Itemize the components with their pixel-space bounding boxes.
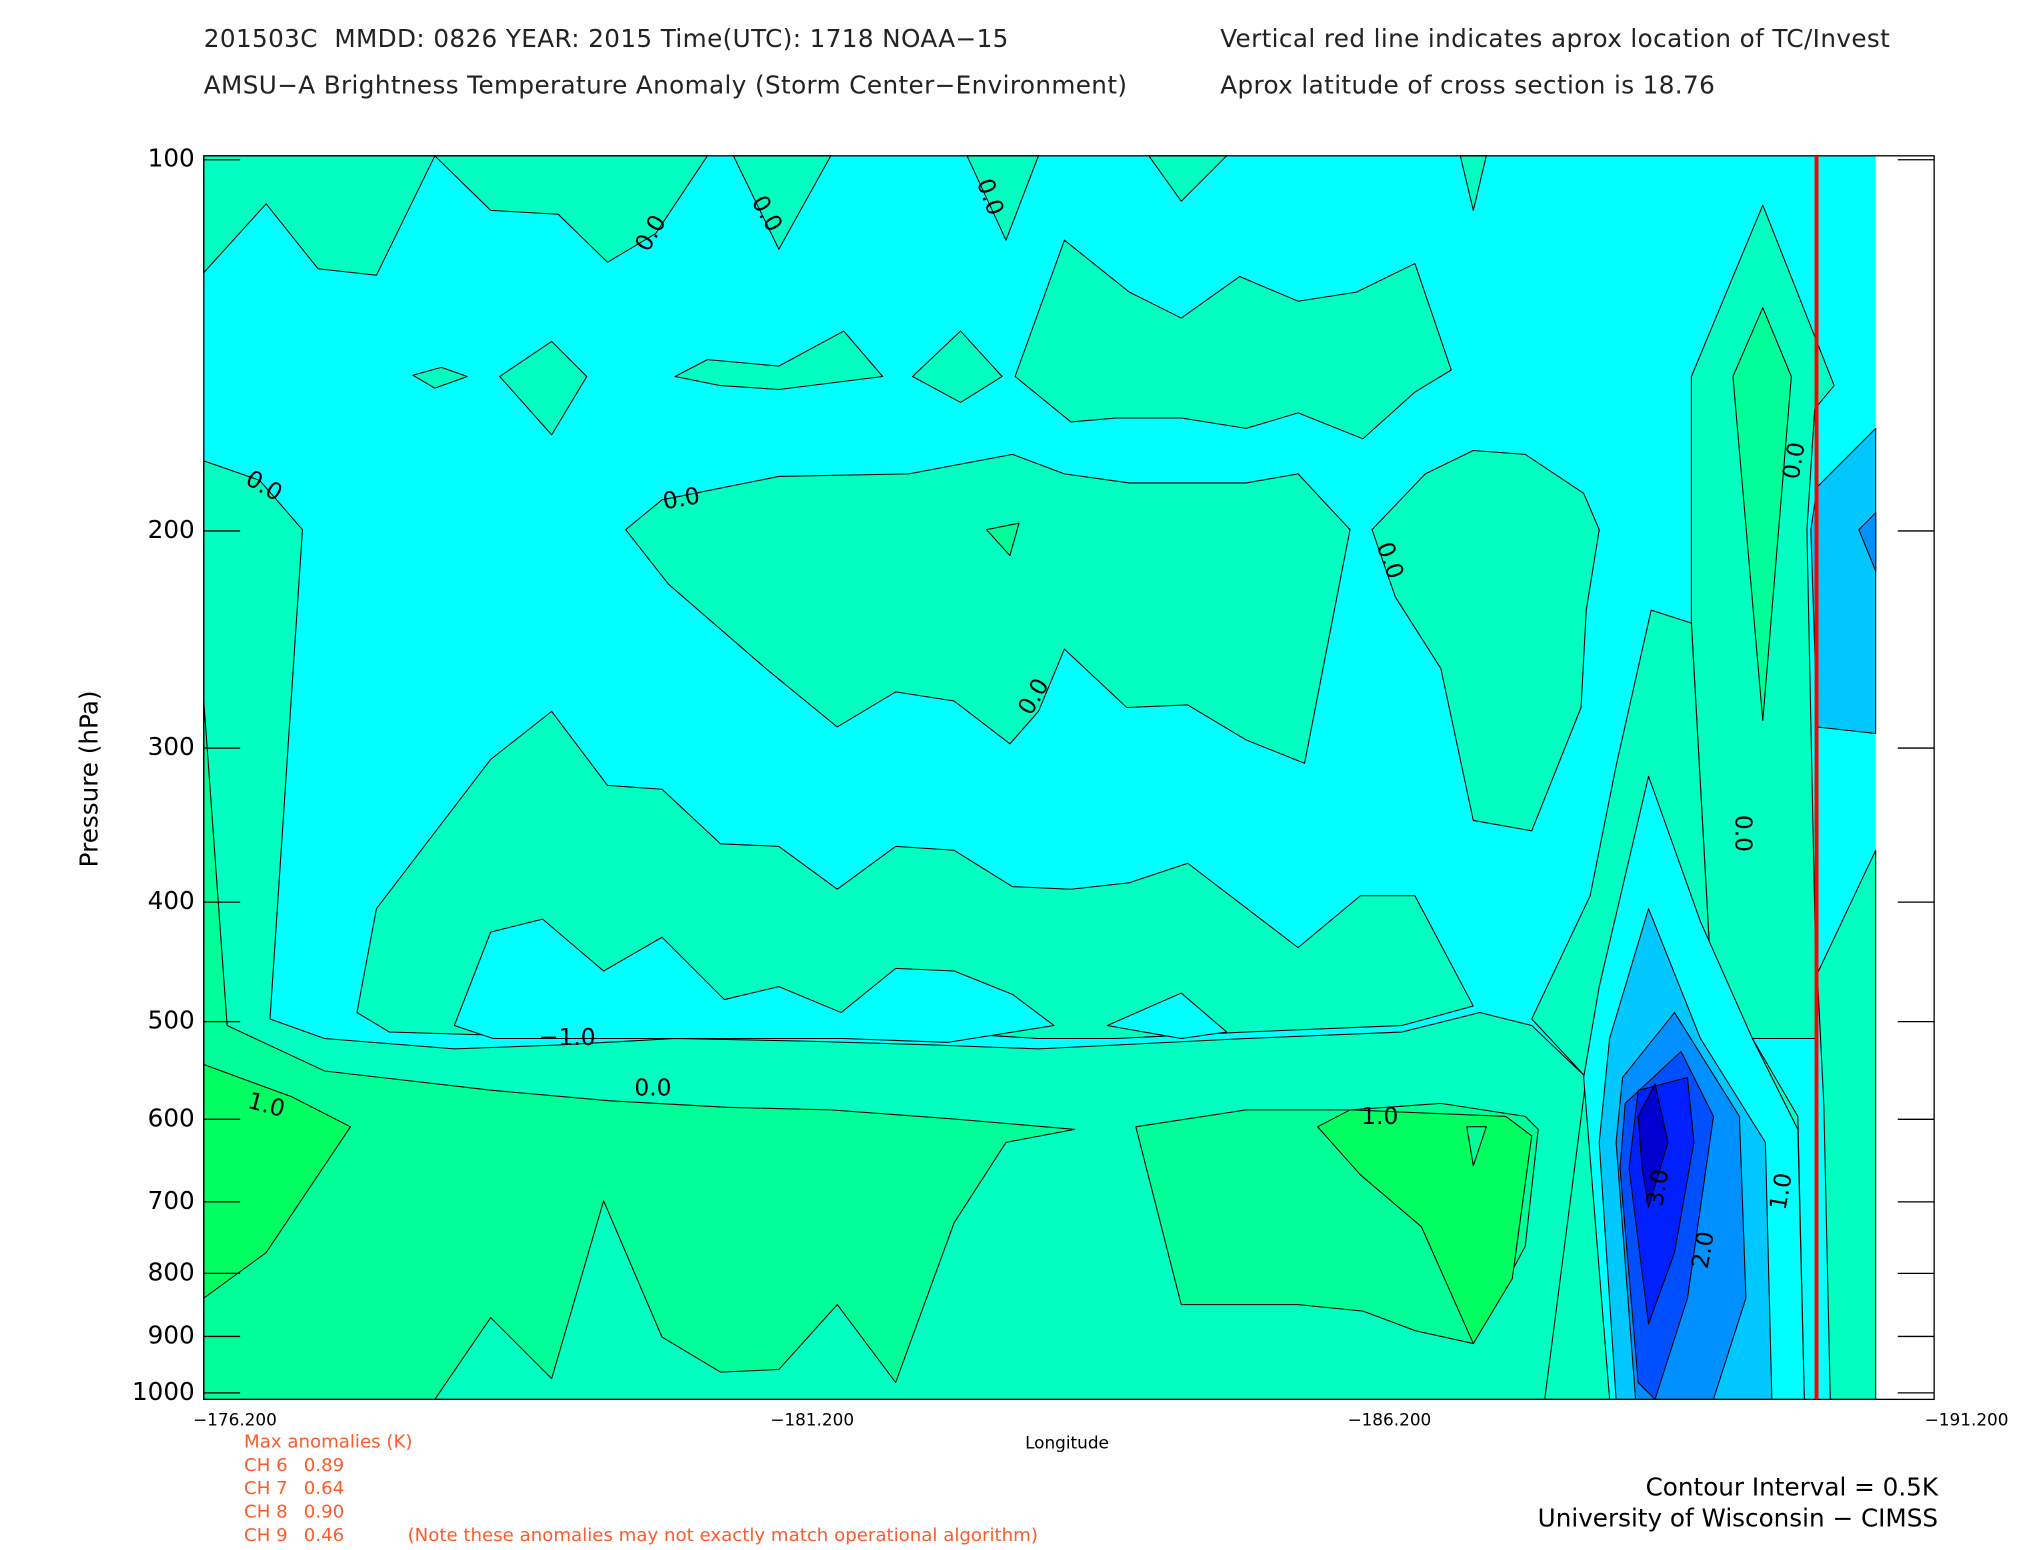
y-tick-label: 200 (148, 515, 195, 544)
header-note: Aprox latitude of cross section is 18.76 (1220, 71, 1715, 100)
x-tick-label: −191.200 (1925, 1409, 2009, 1429)
contour-fill (912, 330, 1003, 403)
contour-fill (1810, 427, 1877, 734)
x-tick-label: −176.200 (193, 1409, 277, 1429)
title-line: AMSU−A Brightness Temperature Anomaly (S… (204, 71, 1128, 100)
contour-fill (1014, 239, 1452, 440)
channel-value: 0.90 (304, 1502, 344, 1523)
y-tick-label: 800 (148, 1257, 195, 1286)
contour-fill (1637, 1083, 1669, 1208)
contour-fill (203, 700, 1076, 1400)
contour-fill (1317, 1109, 1533, 1345)
y-tick-label: 500 (148, 1006, 195, 1035)
channel-value: 0.64 (304, 1478, 344, 1499)
title-line: 201503C MMDD: 0826 YEAR: 2015 Time(UTC):… (204, 24, 1009, 53)
x-tick-label: −186.200 (1347, 1409, 1431, 1429)
channel-name: CH 7 (244, 1478, 288, 1499)
contour-interval: Contour Interval = 0.5K (1646, 1472, 1939, 1501)
contour-fill (1732, 307, 1792, 721)
channel-name: CH 8 (244, 1502, 288, 1523)
contour-label: 0.0 (634, 1074, 671, 1102)
y-tick-label: 1000 (132, 1377, 195, 1406)
credit: University of Wisconsin − CIMSS (1538, 1504, 1938, 1533)
contour-fill (1858, 512, 1877, 572)
anomaly-note: (Note these anomalies may not exactly ma… (408, 1525, 1038, 1546)
y-axis-label: Pressure (hPa) (74, 690, 103, 867)
contour-label: 1.0 (1764, 1171, 1798, 1212)
x-axis-label: Longitude (1025, 1433, 1109, 1453)
y-tick-label: 400 (148, 886, 195, 915)
y-tick-label: 900 (148, 1320, 195, 1349)
contour-fill (453, 918, 1055, 1043)
contour-fill (625, 453, 1351, 764)
contour-fill (412, 366, 468, 389)
contour-label: 2.0 (1686, 1229, 1720, 1270)
contour-fills (203, 155, 1877, 1400)
y-tick-label: 600 (148, 1103, 195, 1132)
contour-fill (1371, 449, 1600, 832)
contour-label: 0.0 (1777, 440, 1811, 481)
channel-name: CH 6 (244, 1455, 288, 1476)
contour-label: 0.0 (1730, 815, 1758, 852)
contour-fill (499, 340, 588, 436)
contour-fill (674, 330, 884, 390)
x-tick-label: −181.200 (770, 1409, 854, 1429)
channel-name: CH 9 (244, 1525, 288, 1546)
contour-label: 1.0 (1361, 1102, 1398, 1130)
contour-fill (1466, 1126, 1487, 1167)
contour-fill (1106, 992, 1228, 1040)
contour-label: 3.0 (1640, 1167, 1674, 1208)
contour-label: −1.0 (539, 1023, 596, 1051)
contour-label: 0.0 (661, 481, 702, 515)
header-note: Vertical red line indicates aprox locati… (1220, 24, 1890, 53)
anomaly-title: Max anomalies (K) (244, 1431, 412, 1452)
y-tick-label: 100 (148, 144, 195, 173)
channel-value: 0.46 (304, 1525, 344, 1546)
channel-value: 0.89 (304, 1455, 344, 1476)
plot-frame (203, 155, 1935, 1401)
contour-fill (986, 522, 1020, 557)
y-tick-label: 300 (148, 732, 195, 761)
y-tick-label: 700 (148, 1186, 195, 1215)
